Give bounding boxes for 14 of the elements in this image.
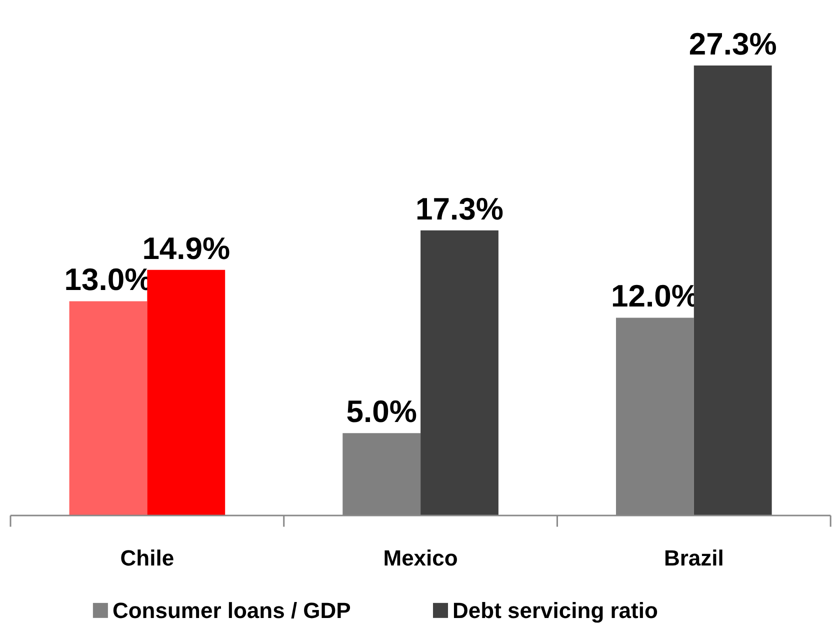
legend-label: Consumer loans / GDP <box>112 598 351 623</box>
bar <box>420 230 498 516</box>
x-tick-label: Chile <box>120 546 174 571</box>
bar <box>147 270 226 516</box>
bar <box>694 66 772 516</box>
data-label: 17.3% <box>416 191 504 226</box>
data-label: 12.0% <box>610 278 699 314</box>
legend-label: Debt servicing ratio <box>452 598 658 623</box>
bar <box>69 301 148 516</box>
x-tick-label: Brazil <box>664 546 724 571</box>
x-tick-label: Mexico <box>383 546 458 571</box>
data-label: 5.0% <box>346 394 417 430</box>
data-label: 27.3% <box>688 26 777 62</box>
data-label: 14.9% <box>142 230 230 266</box>
